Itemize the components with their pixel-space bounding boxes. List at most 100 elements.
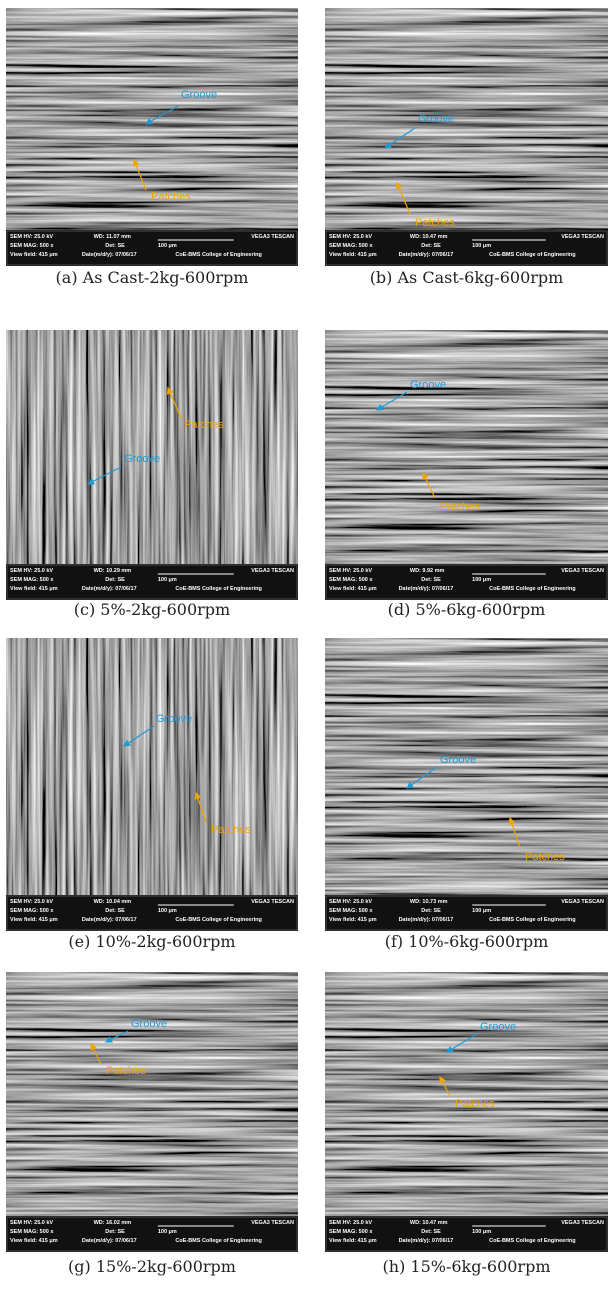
- info-mag: SEM MAG: 500 x: [329, 243, 373, 249]
- sem-image: [6, 330, 298, 600]
- info-view-field: View field: 415 μm: [329, 586, 377, 592]
- caption: (g) 15%-2kg-600rpm: [68, 1257, 236, 1276]
- caption: (a) As Cast-2kg-600rpm: [56, 268, 249, 287]
- sem-image: [325, 638, 608, 931]
- info-scale: 100 μm: [472, 908, 491, 914]
- patches-label: Patches: [525, 851, 565, 863]
- info-scale: 100 μm: [158, 243, 177, 249]
- info-hv: SEM HV: 25.0 kV: [10, 899, 53, 905]
- info-institution: CoE-BMS College of Engineering: [175, 1238, 261, 1244]
- groove-label: Groove: [440, 754, 476, 766]
- info-mag: SEM MAG: 500 x: [10, 577, 54, 583]
- caption: (f) 10%-6kg-600rpm: [385, 932, 549, 951]
- info-mag: SEM MAG: 500 x: [329, 908, 373, 914]
- info-det: Det: SE: [421, 1229, 441, 1235]
- info-vendor: VEGA3 TESCAN: [251, 234, 294, 240]
- sem-image: [325, 330, 608, 600]
- info-vendor: VEGA3 TESCAN: [561, 568, 604, 574]
- info-det: Det: SE: [421, 908, 441, 914]
- info-wd: WD: 10.47 mm: [410, 234, 448, 240]
- info-date: Date(m/d/y): 07/06/17: [82, 586, 137, 592]
- info-det: Det: SE: [421, 577, 441, 583]
- sem-panel: SEM HV: 25.0 kV SEM MAG: 500 x View field:…: [325, 638, 608, 931]
- sem-image: [6, 638, 298, 931]
- info-view-field: View field: 415 μm: [10, 917, 58, 923]
- info-hv: SEM HV: 25.0 kV: [10, 234, 53, 240]
- info-institution: CoE-BMS College of Engineering: [489, 917, 575, 923]
- groove-label: Groove: [418, 113, 454, 125]
- caption: (b) As Cast-6kg-600rpm: [370, 268, 564, 287]
- sem-panel: SEM HV: 25.0 kVSEM MAG: 500 xView field:…: [325, 8, 608, 266]
- groove-label: Groove: [131, 1018, 167, 1030]
- figure: SEM HV: 25.0 kV SEM MAG: 500 x View field:…: [0, 0, 613, 1290]
- patches-label: Patches: [415, 217, 455, 229]
- info-vendor: VEGA3 TESCAN: [561, 1220, 604, 1226]
- patches-label: Patches: [184, 419, 224, 431]
- page: SEM HV: 25.0 kV SEM MAG: 500 x View field:…: [0, 0, 613, 1290]
- info-hv: SEM HV: 25.0 kV: [10, 1220, 53, 1226]
- info-wd: WD: 10.04 mm: [94, 899, 132, 905]
- info-vendor: VEGA3 TESCAN: [251, 899, 294, 905]
- info-hv: SEM HV: 25.0 kV: [329, 1220, 372, 1226]
- info-vendor: VEGA3 TESCAN: [561, 234, 604, 240]
- info-hv: SEM HV: 25.0 kV: [329, 899, 372, 905]
- groove-label: Groove: [181, 89, 217, 101]
- info-vendor: VEGA3 TESCAN: [251, 1220, 294, 1226]
- info-date: Date(m/d/y): 07/06/17: [399, 917, 454, 923]
- info-view-field: View field: 415 μm: [10, 252, 58, 258]
- info-institution: CoE-BMS College of Engineering: [175, 586, 261, 592]
- info-scale: 100 μm: [472, 1229, 491, 1235]
- sem-panel: SEM HV: 25.0 kV SEM MAG: 500 x View field:…: [325, 972, 608, 1252]
- info-date: Date(m/d/y): 07/06/17: [399, 1238, 454, 1244]
- info-institution: CoE-BMS College of Engineering: [489, 252, 575, 258]
- info-det: Det: SE: [105, 577, 125, 583]
- info-date: Date(m/d/y): 07/06/17: [399, 252, 454, 258]
- info-vendor: VEGA3 TESCAN: [251, 568, 294, 574]
- info-det: Det: SE: [105, 243, 125, 249]
- info-wd: WD: 10.47 mm: [410, 1220, 448, 1226]
- info-hv: SEM HV: 25.0 kV: [329, 234, 372, 240]
- caption: (d) 5%-6kg-600rpm: [388, 600, 546, 619]
- info-institution: CoE-BMS College of Engineering: [175, 252, 261, 258]
- patches-label: Patches: [440, 501, 480, 513]
- info-view-field: View field: 415 μm: [10, 586, 58, 592]
- info-det: Det: SE: [105, 908, 125, 914]
- sem-image: [6, 972, 298, 1252]
- info-institution: CoE-BMS College of Engineering: [489, 586, 575, 592]
- info-mag: SEM MAG: 500 x: [329, 1229, 373, 1235]
- info-hv: SEM HV: 25.0 kV: [329, 568, 372, 574]
- groove-label: Groove: [156, 713, 192, 725]
- info-wd: WD: 16.02 mm: [94, 1220, 132, 1226]
- info-date: Date(m/d/y): 07/06/17: [82, 1238, 137, 1244]
- info-date: Date(m/d/y): 07/06/17: [82, 252, 137, 258]
- info-view-field: View field: 415 μm: [329, 917, 377, 923]
- patches-label: Patches: [211, 824, 251, 836]
- info-det: Det: SE: [421, 243, 441, 249]
- info-view-field: View field: 415 μm: [329, 1238, 377, 1244]
- sem-image: [6, 8, 298, 266]
- info-institution: CoE-BMS College of Engineering: [175, 917, 261, 923]
- patches-label: Patches: [106, 1065, 146, 1077]
- info-wd: WD: 10.73 mm: [410, 899, 448, 905]
- caption: (c) 5%-2kg-600rpm: [74, 600, 230, 619]
- caption: (h) 15%-6kg-600rpm: [383, 1257, 551, 1276]
- groove-label: Groove: [124, 453, 160, 465]
- sem-panel: SEM HV: 25.0 kV SEM MAG: 500 x View field:…: [6, 638, 298, 931]
- patches-label: Patches: [455, 1098, 495, 1110]
- groove-label: Groove: [480, 1021, 516, 1033]
- info-date: Date(m/d/y): 07/06/17: [399, 586, 454, 592]
- info-wd: WD: 11.07 mm: [94, 234, 131, 240]
- info-institution: CoE-BMS College of Engineering: [489, 1238, 575, 1244]
- info-det: Det: SE: [105, 1229, 125, 1235]
- sem-panel: SEM HV: 25.0 kV SEM MAG: 500 x View field:…: [6, 972, 298, 1252]
- info-mag: SEM MAG: 500 x: [10, 908, 54, 914]
- info-wd: WD: 10.29 mm: [94, 568, 132, 574]
- info-view-field: View field: 415 μm: [10, 1238, 58, 1244]
- info-scale: 100 μm: [472, 243, 491, 249]
- sem-image: [325, 972, 608, 1252]
- info-scale: 100 μm: [472, 577, 491, 583]
- caption: (e) 10%-2kg-600rpm: [68, 932, 235, 951]
- info-mag: SEM MAG: 500 x: [10, 1229, 54, 1235]
- info-wd: WD: 9.92 mm: [410, 568, 445, 574]
